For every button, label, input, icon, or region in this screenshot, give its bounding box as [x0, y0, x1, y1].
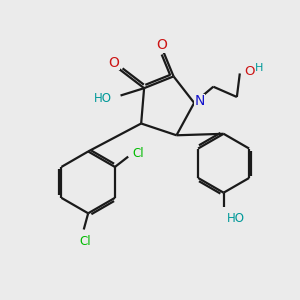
Text: HO: HO	[227, 212, 245, 225]
Text: Cl: Cl	[133, 147, 144, 160]
Text: O: O	[108, 56, 119, 70]
Text: O: O	[244, 65, 255, 79]
Text: H: H	[254, 63, 263, 73]
Text: HO: HO	[94, 92, 112, 105]
Text: Cl: Cl	[80, 235, 91, 248]
Text: O: O	[156, 38, 167, 52]
Text: N: N	[194, 94, 205, 108]
